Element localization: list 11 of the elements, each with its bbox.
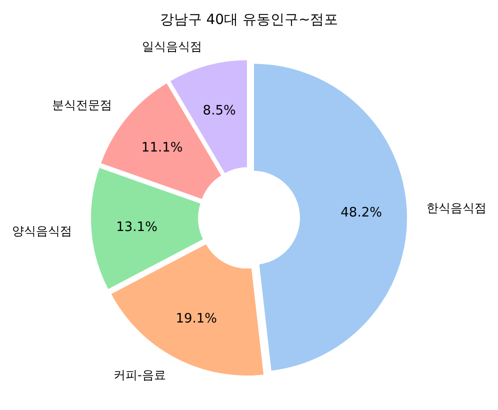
chart-title: 강남구 40대 유동인구~점포 [160, 12, 338, 28]
slice-label: 분식전문점 [52, 98, 112, 112]
data-label: 48.2% [340, 206, 382, 221]
slice-label: 커피-음료 [114, 368, 166, 382]
slice-label: 한식음식점 [426, 200, 486, 215]
slice-label: 일식음식점 [142, 40, 202, 54]
slice-label: 양식음식점 [12, 224, 72, 238]
data-label: 19.1% [176, 311, 218, 326]
data-label: 8.5% [202, 103, 236, 118]
data-label: 11.1% [141, 140, 183, 156]
data-label: 13.1% [116, 220, 158, 236]
